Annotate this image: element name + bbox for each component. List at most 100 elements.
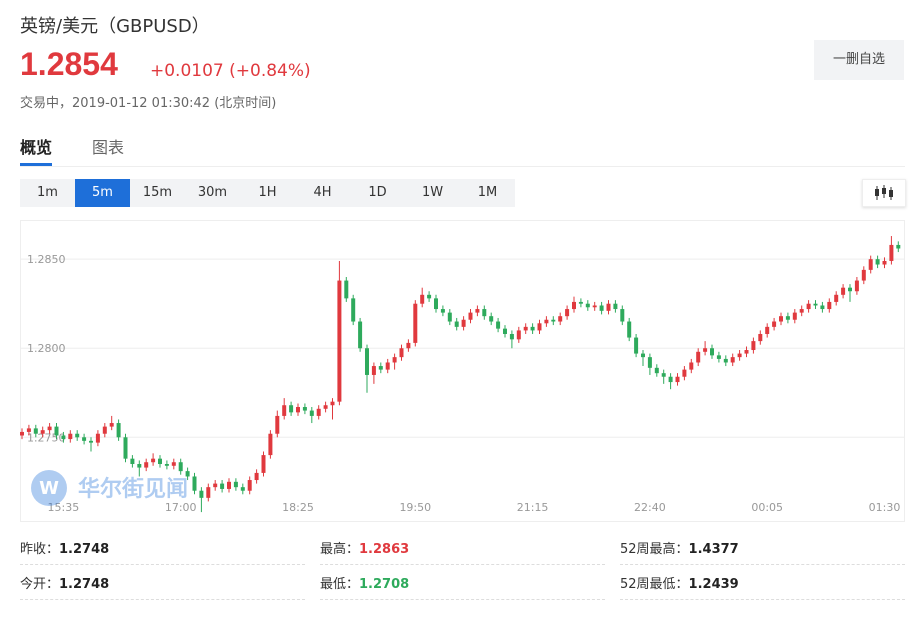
stat-divider: [20, 599, 305, 600]
price-change: +0.0107 (+0.84%): [150, 61, 311, 81]
stat-divider: [320, 564, 605, 565]
candle-body: [247, 480, 252, 491]
candle-body: [710, 348, 714, 356]
candle-body: [316, 408, 321, 416]
interval-button[interactable]: 1m: [20, 179, 75, 207]
y-tick-label: 1.2750: [27, 431, 66, 444]
candle-body: [765, 326, 770, 334]
interval-button[interactable]: 4H: [295, 179, 350, 207]
candle-body: [813, 303, 818, 306]
candle-body: [758, 333, 763, 342]
candle-body: [785, 316, 790, 320]
candle-body: [516, 330, 521, 340]
candle-body: [385, 362, 390, 370]
candle-body: [875, 259, 880, 265]
stat-value: 1.2748: [59, 577, 110, 592]
candle-body: [302, 407, 307, 411]
stat-label: 52周最低：: [620, 577, 689, 592]
stat-label: 最高：: [320, 542, 360, 557]
candle-body: [820, 305, 825, 310]
candle-body: [592, 305, 597, 308]
stat-label: 最低：: [320, 577, 360, 592]
candle-body: [233, 481, 238, 488]
interval-button[interactable]: 1H: [240, 179, 295, 207]
candle-body: [461, 319, 466, 327]
candle-body: [220, 483, 225, 489]
candle-body: [854, 280, 859, 292]
candle-body: [164, 464, 169, 466]
interval-button[interactable]: 1M: [460, 179, 515, 207]
x-tick-label: 17:00: [165, 501, 197, 514]
stat-label: 昨收：: [20, 542, 60, 557]
candle-body: [89, 440, 93, 443]
candle-body: [613, 303, 618, 310]
interval-button[interactable]: 1D: [350, 179, 405, 207]
watchlist-button[interactable]: 一删自选: [814, 40, 904, 80]
candle-body: [523, 326, 528, 331]
stat: 今开：1.2748: [20, 573, 109, 592]
candle-body: [185, 471, 190, 477]
candle-body: [827, 301, 832, 310]
stat-label: 今开：: [20, 577, 60, 592]
candle-body: [275, 415, 280, 434]
candle-body: [489, 316, 494, 322]
candle-body: [578, 301, 583, 304]
candle-body: [371, 366, 376, 375]
candle-body: [889, 244, 894, 261]
candle-body: [213, 483, 218, 488]
candle-body: [454, 321, 459, 327]
candle-body: [806, 303, 811, 310]
candle-body: [365, 348, 369, 375]
candle-body: [309, 410, 314, 416]
candle-body: [696, 351, 701, 363]
x-tick-label: 18:25: [282, 501, 314, 514]
candle-body: [482, 309, 487, 317]
tab-indicator: [20, 163, 52, 166]
stat-value: 1.2708: [359, 577, 410, 592]
candle-body: [151, 458, 156, 463]
chart-type-button[interactable]: [862, 179, 906, 207]
x-tick-label: 00:05: [751, 501, 783, 514]
candle-body: [427, 294, 432, 299]
candle-body: [47, 426, 52, 431]
candle-body: [282, 405, 287, 416]
candle-body: [509, 333, 514, 340]
candle-body: [716, 355, 721, 359]
interval-button[interactable]: 30m: [185, 179, 240, 207]
candle-body: [296, 407, 300, 413]
candle-body: [178, 462, 183, 472]
title: 英镑/美元（GBPUSD）: [20, 16, 210, 37]
candle-body: [123, 437, 128, 459]
tab[interactable]: 图表: [92, 138, 125, 157]
candle-body: [358, 321, 363, 349]
candle-body: [537, 323, 542, 331]
stat-label: 52周最高：: [620, 542, 689, 557]
candle-body: [703, 348, 708, 352]
interval-button[interactable]: 15m: [130, 179, 185, 207]
x-tick-label: 22:40: [634, 501, 666, 514]
candle-body: [792, 312, 797, 320]
candle-body: [413, 303, 418, 343]
candle-body: [779, 316, 783, 322]
interval-button[interactable]: 1W: [405, 179, 460, 207]
trade-status: 交易中，2019-01-12 01:30:42 (北京时间): [20, 96, 277, 111]
candle-body: [723, 358, 728, 363]
stat-value: 1.2439: [688, 577, 739, 592]
candle-body: [841, 287, 846, 295]
candle-body: [323, 405, 328, 409]
stat-value: 1.2748: [59, 542, 110, 557]
x-tick-label: 15:35: [48, 501, 80, 514]
candle-body: [730, 357, 735, 363]
candle-body: [406, 342, 411, 349]
candle-body: [661, 373, 666, 377]
y-tick-label: 1.2850: [27, 253, 66, 266]
candle-body: [468, 312, 473, 320]
candle-body: [496, 321, 501, 329]
candle-body: [434, 298, 438, 310]
interval-button[interactable]: 5m: [75, 179, 130, 207]
candle-body: [689, 362, 694, 370]
tab[interactable]: 概览: [20, 138, 53, 157]
candle-body: [503, 328, 507, 334]
candle-body: [620, 309, 625, 322]
